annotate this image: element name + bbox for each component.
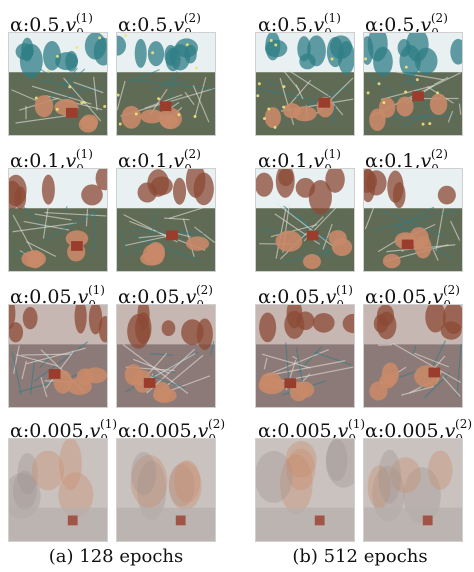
alpha-prefix: α:0.1,	[258, 150, 314, 172]
alpha-prefix: α:0.1,	[118, 150, 174, 172]
v-superscript: (1)	[348, 417, 366, 431]
v-superscript: (2)	[442, 283, 460, 297]
v-superscript: (1)	[323, 147, 341, 161]
v-superscript: (1)	[75, 147, 93, 161]
thumbnail-a-row0-col1	[116, 32, 216, 136]
alpha-prefix: α:0.005,	[258, 420, 338, 442]
label-a-row0-col0: α:0.5,v0(1)	[10, 4, 93, 40]
alpha-prefix: α:0.05,	[10, 286, 78, 308]
v-symbol: v	[173, 150, 185, 172]
label-b-row0-col0: α:0.5,v0(1)	[258, 4, 341, 40]
v-superscript: (1)	[75, 11, 93, 25]
thumbnail-a-row1-col1	[116, 168, 216, 272]
label-a-row0-col1: α:0.5,v0(2)	[118, 4, 201, 40]
label-a-row2-col0: α:0.05,v0(1)	[10, 276, 105, 312]
caption-b: (b) 512 epochs	[292, 546, 428, 567]
v-superscript: (2)	[208, 417, 226, 431]
alpha-prefix: α:0.05,	[258, 286, 326, 308]
v-symbol: v	[185, 286, 197, 308]
alpha-prefix: α:0.1,	[365, 150, 421, 172]
v-superscript: (2)	[455, 417, 473, 431]
thumbnail-a-row1-col0	[8, 168, 108, 272]
alpha-prefix: α:0.5,	[258, 14, 314, 36]
label-a-row1-col0: α:0.1,v0(1)	[10, 140, 93, 176]
alpha-prefix: α:0.05,	[365, 286, 433, 308]
v-symbol: v	[65, 150, 77, 172]
v-symbol: v	[420, 14, 432, 36]
v-superscript: (1)	[335, 283, 353, 297]
thumbnail-b-row2-col1	[363, 304, 463, 408]
v-symbol: v	[420, 150, 432, 172]
label-a-row1-col1: α:0.1,v0(2)	[118, 140, 201, 176]
thumbnail-b-row3-col0	[255, 438, 355, 542]
v-symbol: v	[89, 420, 101, 442]
thumbnail-b-row0-col0	[255, 32, 355, 136]
thumbnail-b-row3-col1	[363, 438, 463, 542]
thumbnail-a-row2-col0	[8, 304, 108, 408]
thumbnail-a-row0-col0	[8, 32, 108, 136]
thumbnail-b-row0-col1	[363, 32, 463, 136]
alpha-prefix: α:0.005,	[365, 420, 445, 442]
label-b-row3-col1: α:0.005,v0(2)	[365, 410, 473, 446]
v-superscript: (1)	[87, 283, 105, 297]
v-symbol: v	[313, 14, 325, 36]
thumbnail-a-row2-col1	[116, 304, 216, 408]
label-b-row3-col0: α:0.005,v0(1)	[258, 410, 366, 446]
label-b-row1-col0: α:0.1,v0(1)	[258, 140, 341, 176]
v-superscript: (2)	[183, 11, 201, 25]
label-b-row2-col0: α:0.05,v0(1)	[258, 276, 353, 312]
v-superscript: (2)	[183, 147, 201, 161]
v-symbol: v	[173, 14, 185, 36]
thumbnail-b-row1-col1	[363, 168, 463, 272]
label-b-row0-col1: α:0.5,v0(2)	[365, 4, 448, 40]
label-b-row2-col1: α:0.05,v0(2)	[365, 276, 460, 312]
v-symbol: v	[65, 14, 77, 36]
alpha-prefix: α:0.005,	[10, 420, 90, 442]
label-a-row3-col1: α:0.005,v0(2)	[118, 410, 226, 446]
caption-a: (a) 128 epochs	[48, 546, 184, 567]
v-superscript: (2)	[195, 283, 213, 297]
v-symbol: v	[197, 420, 209, 442]
label-b-row1-col1: α:0.1,v0(2)	[365, 140, 448, 176]
v-superscript: (1)	[323, 11, 341, 25]
v-symbol: v	[325, 286, 337, 308]
v-superscript: (2)	[430, 11, 448, 25]
v-symbol: v	[313, 150, 325, 172]
v-symbol: v	[444, 420, 456, 442]
thumbnail-b-row2-col0	[255, 304, 355, 408]
alpha-prefix: α:0.005,	[118, 420, 198, 442]
thumbnail-b-row1-col0	[255, 168, 355, 272]
v-symbol: v	[337, 420, 349, 442]
label-a-row2-col1: α:0.05,v0(2)	[118, 276, 213, 312]
v-symbol: v	[77, 286, 89, 308]
alpha-prefix: α:0.5,	[10, 14, 66, 36]
v-superscript: (2)	[430, 147, 448, 161]
thumbnail-a-row3-col0	[8, 438, 108, 542]
alpha-prefix: α:0.05,	[118, 286, 186, 308]
v-symbol: v	[432, 286, 444, 308]
label-a-row3-col0: α:0.005,v0(1)	[10, 410, 118, 446]
alpha-prefix: α:0.5,	[365, 14, 421, 36]
alpha-prefix: α:0.5,	[118, 14, 174, 36]
alpha-prefix: α:0.1,	[10, 150, 66, 172]
thumbnail-a-row3-col1	[116, 438, 216, 542]
v-superscript: (1)	[100, 417, 118, 431]
